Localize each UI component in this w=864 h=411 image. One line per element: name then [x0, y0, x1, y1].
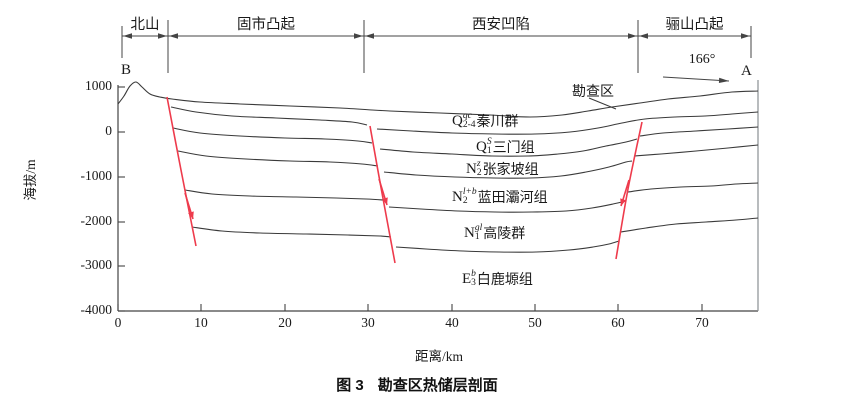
- stratum-superscript: z: [476, 159, 481, 169]
- stratum-name: 三门组: [492, 141, 535, 156]
- stratum-subscript: 1: [474, 232, 480, 242]
- stratum-superscript: S: [486, 137, 492, 147]
- section-endpoint-b: B: [121, 62, 132, 78]
- x-tick-label: 10: [194, 315, 208, 330]
- stratum-name: 白鹿塬组: [476, 273, 533, 288]
- stratum-code: Q: [476, 138, 487, 155]
- stratum-boundary-zhangjiapo-base-east: [633, 144, 759, 157]
- bearing-arrowhead: [718, 77, 729, 83]
- survey-area-leader: [588, 97, 617, 110]
- stratum-subscript: 3: [471, 278, 476, 288]
- stratum-boundary-sanmen-base-east: [639, 126, 759, 137]
- fault-1: [166, 96, 197, 247]
- y-tick-label: -2000: [80, 213, 113, 228]
- dimension-arrowhead: [639, 33, 648, 39]
- x-tick-label: 40: [445, 315, 459, 330]
- fault-2: [369, 125, 396, 264]
- y-tick-label: -4000: [80, 302, 113, 317]
- section-endpoint-a: A: [741, 63, 752, 79]
- stratum-subscript: 2-4: [462, 120, 476, 130]
- tectonic-unit-label: 北山: [130, 17, 160, 33]
- stratum-code-indices: qc 2-4: [462, 111, 476, 130]
- y-tick-label: 1000: [85, 78, 112, 93]
- stratum-code-indices: gl 1: [474, 223, 483, 242]
- fault-downthrow-arrowhead-1: [188, 211, 194, 219]
- x-tick-label: 70: [695, 315, 709, 330]
- bearing-arrow-line: [662, 76, 730, 82]
- stratum-boundary-qinchuan-base-west: [170, 106, 368, 126]
- y-axis-title: 海拔/m: [23, 159, 38, 201]
- stratum-code: Q: [452, 112, 463, 129]
- stratum-superscript: gl: [474, 223, 483, 233]
- stratum-name: 秦川群: [476, 115, 519, 130]
- survey-area-label: 勘查区: [572, 85, 614, 100]
- x-tick-label: 60: [611, 315, 625, 330]
- dimension-arrowhead: [741, 33, 750, 39]
- stratum-name: 高陵群: [483, 227, 526, 242]
- stratum-subscript: 1: [486, 146, 492, 156]
- stratum-boundary-qinchuan-base-east: [376, 111, 759, 135]
- stratum-boundary-zhangjiapo-base-west: [177, 150, 379, 167]
- stratum-code: E: [462, 270, 472, 287]
- stratum-boundary-lantian-bahe-base-west: [184, 189, 384, 201]
- stratum-subscript: 2: [462, 196, 468, 206]
- stratum-boundary-lantian-bahe-base-mid: [388, 200, 627, 213]
- stratum-boundary-ground-surface: [117, 81, 759, 118]
- figure-number: 图 3: [336, 377, 364, 394]
- x-tick-label: 0: [114, 315, 122, 330]
- fault-3: [615, 121, 643, 260]
- dimension-arrowhead: [169, 33, 178, 39]
- stratum-code-indices: l+b 2: [462, 187, 477, 206]
- tectonic-unit-label: 西安凹陷: [472, 17, 530, 33]
- dimension-arrowhead: [123, 33, 132, 39]
- stratum-boundary-sanmen-base-west: [172, 127, 373, 144]
- stratum-boundary-gaoling-base-east: [620, 217, 759, 233]
- dimension-arrowhead: [365, 33, 374, 39]
- tectonic-unit-label: 骊山凸起: [665, 17, 724, 33]
- y-tick-label: -1000: [80, 168, 113, 183]
- fault-downthrow-arrowhead-3: [620, 198, 626, 206]
- bearing-label: 166°: [688, 52, 716, 67]
- stratum-superscript: b: [471, 269, 476, 279]
- x-axis-title: 距离/km: [414, 349, 463, 364]
- stratum-name: 张家坡组: [482, 163, 539, 178]
- stratum-code: N: [464, 224, 475, 241]
- dimension-arrowhead: [628, 33, 637, 39]
- x-tick-label: 30: [361, 315, 375, 330]
- stratum-boundary-gaoling-base-west: [191, 226, 392, 238]
- figure-caption: 图 3 勘查区热储层剖面: [0, 374, 834, 395]
- stratum-label: Q S 1 三门组: [476, 137, 535, 157]
- stratum-boundary-gaoling-base-mid: [395, 240, 620, 253]
- stratum-superscript: l+b: [462, 187, 477, 197]
- stratum-code: N: [466, 160, 477, 177]
- dimension-arrowhead: [354, 33, 363, 39]
- stratum-code: N: [452, 188, 463, 205]
- stratum-boundary-zhangjiapo-base-mid: [383, 160, 633, 179]
- stratum-boundary-lantian-bahe-base-east: [627, 182, 759, 193]
- x-tick-label: 50: [528, 315, 542, 330]
- tectonic-unit-label: 固市凸起: [237, 17, 295, 33]
- figure-title: 勘查区热储层剖面: [377, 377, 498, 394]
- y-tick-label: -3000: [80, 257, 113, 272]
- x-tick-label: 20: [278, 315, 292, 330]
- stratum-boundary-sanmen-base-mid: [379, 138, 638, 157]
- stratum-name: 蓝田灞河组: [477, 191, 548, 206]
- stratum-superscript: qc: [462, 111, 472, 121]
- dimension-arrowhead: [158, 33, 167, 39]
- fault-downthrow-arrowhead-2: [382, 197, 388, 205]
- stratum-subscript: 2: [476, 168, 482, 178]
- y-tick-label: 0: [105, 123, 112, 138]
